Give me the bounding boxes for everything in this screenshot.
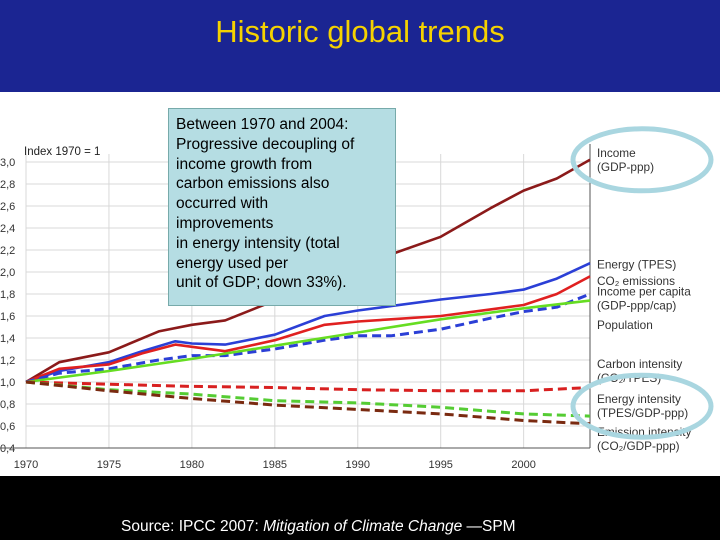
source-title: Mitigation of Climate Change [263,518,463,535]
y-tick-label: 2,2 [0,245,15,257]
legend-label-line: (TPES/GDP-ppp) [597,406,688,420]
series-line [25,380,591,418]
series-legend-label: Energy (TPES) [597,257,676,271]
legend-label-line: Income per capita [597,284,691,298]
x-tick-label: 1990 [346,459,370,471]
title-bar [0,0,720,92]
legend-label-line: CO₂ emissions [597,274,675,288]
series-legend-label: CO₂ emissions [597,274,675,288]
source-citation: Source: IPCC 2007: Mitigation of Climate… [121,518,516,536]
legend-label-line: (GDP-ppp) [597,160,654,174]
series-legend-label: Energy intensity (TPES/GDP-ppp) [597,392,688,420]
series-line [25,262,591,384]
y-tick-label: 0,4 [0,443,15,455]
y-tick-label: 0,6 [0,421,15,433]
legend-label-line: Income [597,146,636,160]
series-legend-label: Income per capita (GDP-ppp/cap) [597,284,691,312]
legend-label-line: Energy intensity [597,392,681,406]
y-tick-label: 2,6 [0,201,15,213]
y-tick-label: 1,0 [0,377,15,389]
legend-label-line: Energy (TPES) [597,257,676,271]
x-tick-label: 1995 [428,459,452,471]
y-tick-label: 0,8 [0,399,15,411]
index-label: Index 1970 = 1 [24,146,100,158]
series-legend-label: Income (GDP-ppp) [597,146,654,174]
y-tick-label: 2,8 [0,179,15,191]
x-tick-label: 1985 [263,459,287,471]
y-tick-label: 1,4 [0,333,15,345]
legend-label-line: (GDP-ppp/cap) [597,298,676,312]
legend-label-line: Carbon intensity [597,357,682,371]
legend-label-line: (CO₂/GDP-ppp) [597,439,680,453]
y-tick-label: 2,0 [0,267,15,279]
footer-bar [0,476,720,540]
highlight-ellipse [570,126,714,194]
slide-title: Historic global trends [215,14,505,49]
y-tick-label: 1,8 [0,289,15,301]
series-legend-label: Population [597,318,653,332]
callout-note: Between 1970 and 2004: Progressive decou… [168,108,396,306]
series-line [25,299,591,384]
x-tick-label: 1970 [14,459,38,471]
y-tick-label: 2,4 [0,223,15,235]
source-suffix: —SPM [462,518,516,535]
x-tick-label: 1975 [97,459,121,471]
x-tick-label: 1980 [180,459,204,471]
trends-line-chart: 3,0 2,8 2,6 2,4 2,2 2,0 1,8 1,6 1,4 1,2 1,0 0,8 0,6 0… [0,126,714,471]
series-line [25,292,591,384]
source-prefix: Source: IPCC 2007: [121,518,264,535]
y-tick-label: 3,0 [0,157,15,169]
series-line [25,380,591,393]
y-tick-label: 1,6 [0,311,15,323]
series-line [25,275,591,384]
x-tick-label: 2000 [511,459,535,471]
highlight-ellipse [570,372,714,440]
y-tick-label: 1,2 [0,355,15,367]
legend-label-line: Population [597,318,653,332]
